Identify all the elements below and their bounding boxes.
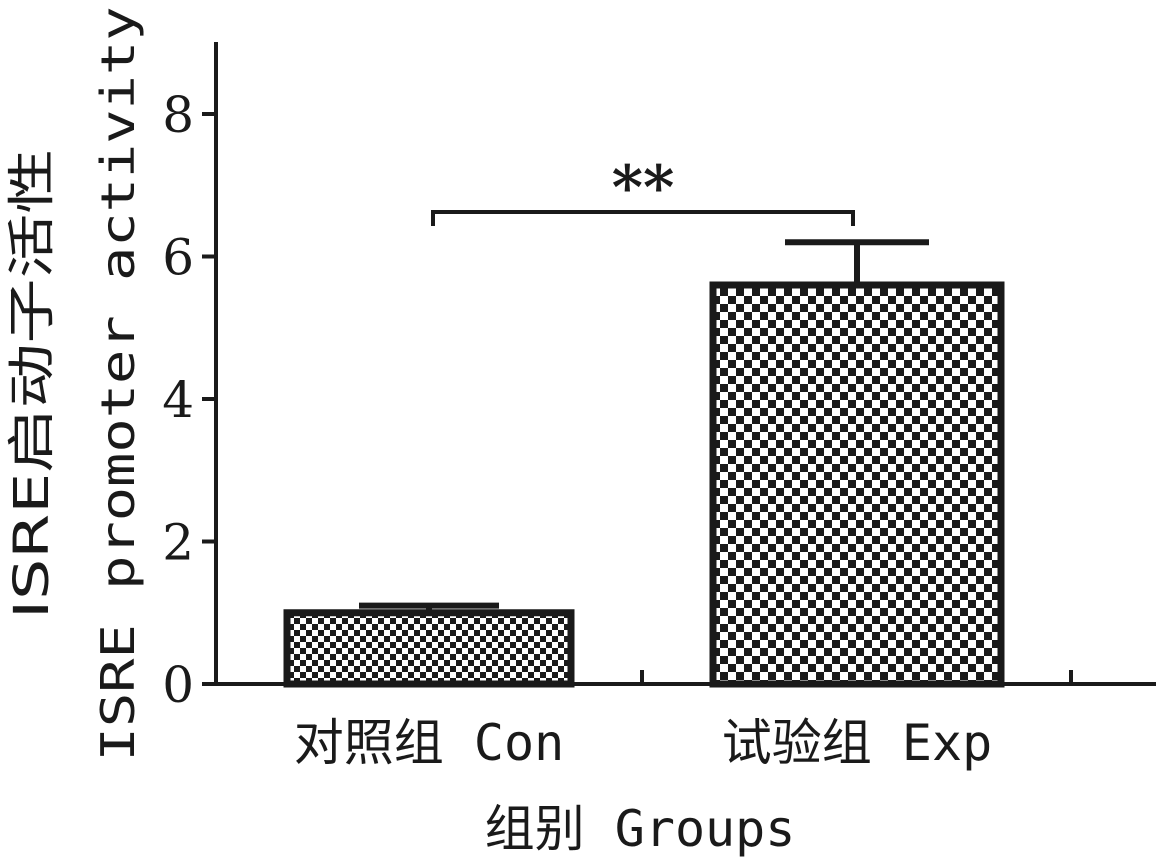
- axes-layer: [214, 42, 1156, 686]
- y-ticks-layer: 0 2 4 6 8: [162, 86, 216, 714]
- y-tick-label: 4: [162, 371, 194, 429]
- significance-bracket-line: [431, 210, 855, 226]
- y-tick-label: 6: [162, 229, 194, 287]
- y-axis-title-english: ISRE promoter activity: [91, 7, 145, 762]
- x-labels-layer: 对照组 Con 试验组 Exp: [294, 714, 992, 772]
- y-axis-title-cn: ISRE启动子活性: [4, 149, 60, 619]
- x-axis-title: 组别 Groups: [485, 800, 796, 858]
- x-category-label: 试验组 Exp: [722, 714, 992, 772]
- bar-control: [283, 609, 575, 688]
- bar-experiment: [709, 281, 1005, 688]
- y-axis-title: ISRE启动子活性: [4, 149, 60, 619]
- y-tick-label: 2: [162, 514, 194, 572]
- y-axis-title-en: ISRE promoter activity: [91, 7, 145, 762]
- error-bars-layer: [359, 239, 929, 613]
- bars-layer: [283, 281, 1005, 688]
- y-tick-label: 0: [162, 656, 194, 714]
- significance-bracket: **: [431, 153, 855, 226]
- y-tick-label: 8: [162, 86, 194, 144]
- x-category-label: 对照组 Con: [294, 714, 564, 772]
- significance-label: **: [612, 153, 675, 223]
